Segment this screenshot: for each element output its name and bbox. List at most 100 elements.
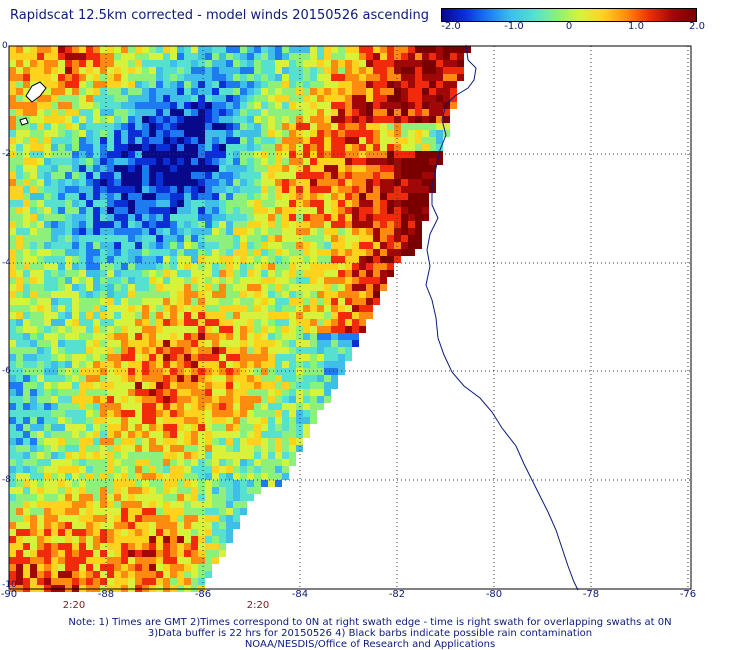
wind-cell [205,53,212,60]
wind-cell [16,291,23,298]
wind-cell [191,529,198,536]
wind-cell [282,228,289,235]
wind-cell [107,291,114,298]
wind-cell [429,151,436,158]
wind-cell [142,459,149,466]
wind-cell [156,536,163,543]
wind-cell [114,284,121,291]
wind-cell [296,60,303,67]
wind-cell [65,53,72,60]
wind-cell [359,123,366,130]
wind-cell [289,81,296,88]
wind-cell [114,214,121,221]
wind-cell [233,60,240,67]
wind-cell [44,249,51,256]
wind-cell [16,221,23,228]
wind-cell [247,403,254,410]
wind-cell [324,137,331,144]
wind-cell [254,242,261,249]
wind-cell [79,417,86,424]
wind-cell [100,158,107,165]
wind-cell [268,151,275,158]
wind-cell [93,151,100,158]
wind-cell [9,270,16,277]
wind-cell [191,186,198,193]
wind-cell [247,116,254,123]
wind-cell [275,361,282,368]
wind-cell [16,501,23,508]
wind-cell [16,368,23,375]
wind-cell [443,130,450,137]
wind-cell [72,340,79,347]
wind-cell [282,438,289,445]
wind-cell [107,571,114,578]
wind-cell [303,249,310,256]
wind-cell [422,81,429,88]
wind-cell [86,81,93,88]
wind-cell [198,186,205,193]
wind-cell [457,67,464,74]
wind-cell [128,550,135,557]
wind-cell [93,200,100,207]
wind-cell [401,95,408,102]
wind-cell [240,319,247,326]
wind-cell [16,312,23,319]
wind-cell [135,172,142,179]
wind-cell [65,214,72,221]
wind-cell [37,214,44,221]
wind-cell [212,312,219,319]
wind-cell [226,263,233,270]
wind-cell [170,543,177,550]
wind-cell [226,165,233,172]
wind-cell [268,452,275,459]
wind-cell [163,347,170,354]
wind-cell [184,564,191,571]
wind-cell [114,116,121,123]
wind-cell [79,529,86,536]
wind-cell [184,319,191,326]
wind-cell [65,312,72,319]
wind-cell [135,361,142,368]
wind-cell [149,438,156,445]
wind-cell [401,109,408,116]
wind-cell [254,396,261,403]
wind-cell [135,403,142,410]
wind-cell [107,445,114,452]
wind-cell [121,242,128,249]
wind-cell [37,305,44,312]
wind-cell [58,249,65,256]
wind-cell [149,53,156,60]
wind-cell [240,347,247,354]
wind-cell [324,60,331,67]
wind-cell [338,144,345,151]
wind-cell [275,445,282,452]
wind-cell [65,487,72,494]
wind-cell [44,536,51,543]
wind-cell [373,67,380,74]
wind-cell [170,130,177,137]
island-outline [19,117,29,126]
wind-cell [387,193,394,200]
wind-cell [254,410,261,417]
wind-cell [170,403,177,410]
wind-cell [387,53,394,60]
wind-cell [128,473,135,480]
wind-cell [373,123,380,130]
wind-cell [191,130,198,137]
wind-cell [268,403,275,410]
wind-cell [9,151,16,158]
wind-cell [233,452,240,459]
wind-cell [100,417,107,424]
wind-cell [100,480,107,487]
wind-cell [240,452,247,459]
wind-cell [289,284,296,291]
wind-cell [191,312,198,319]
wind-cell [51,417,58,424]
wind-cell [149,361,156,368]
wind-cell [387,256,394,263]
wind-cell [177,424,184,431]
wind-cell [324,165,331,172]
wind-cell [240,375,247,382]
wind-cell [191,389,198,396]
wind-cell [191,249,198,256]
